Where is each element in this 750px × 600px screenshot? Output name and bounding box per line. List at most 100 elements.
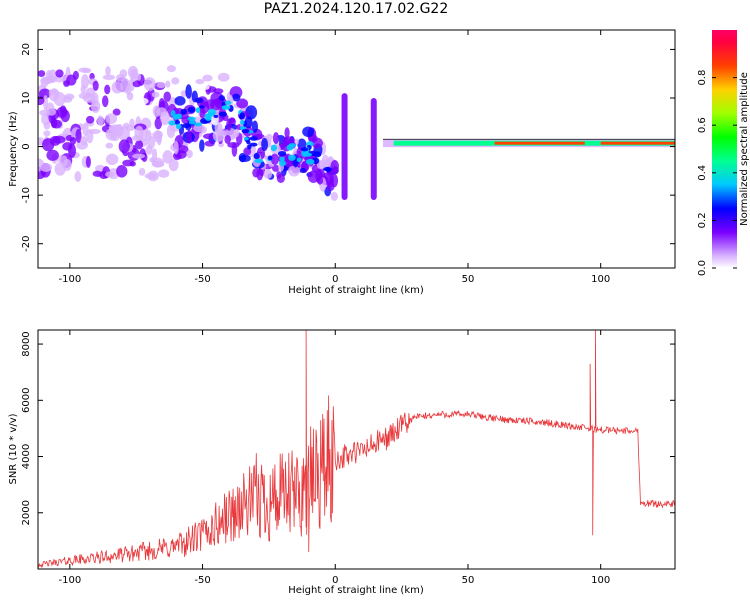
spectrogram-band-peak [494, 141, 585, 145]
spectrogram-blob [144, 172, 157, 179]
spectrogram-blob [251, 120, 259, 133]
spectrogram-core [182, 123, 191, 129]
spectrogram-core [300, 147, 309, 152]
spectrogram-core [173, 115, 178, 120]
snr-x-tick-label: -100 [58, 575, 81, 586]
spectrogram-blob [166, 124, 176, 139]
spectrogram-core [296, 157, 302, 163]
spectrogram-blob [85, 115, 95, 124]
spectrogram-core [218, 111, 227, 117]
spectrogram-plot-area [38, 30, 675, 268]
spectrogram-blob [104, 84, 111, 95]
spectrogram-blob [60, 109, 70, 123]
spectrogram-core [249, 142, 258, 147]
spectrogram-blob [213, 88, 224, 94]
spectrogram-core [224, 100, 232, 105]
spectrogram-blob [97, 115, 104, 126]
spectrogram-streak [341, 93, 348, 200]
snr-x-tick-label: 50 [462, 575, 475, 586]
spectrogram-blob [224, 134, 231, 144]
colorbar-tick-label: 0.0 [697, 260, 708, 276]
spectrogram-blob [217, 72, 230, 82]
spectrogram-blob [261, 137, 268, 152]
spectrogram-blob [299, 168, 307, 174]
spectrogram-blob [284, 127, 290, 139]
spectrogram-core [195, 107, 201, 114]
spectrogram-blob [330, 191, 338, 201]
snr-panel: -100 -50 0 50 100 2000 4000 6000 8000 Height of … [8, 329, 676, 596]
spectrogram-blob [231, 93, 241, 102]
spectrogram-blob [43, 130, 51, 137]
spectrogram-blob [90, 100, 101, 113]
spectrogram-blob [105, 142, 114, 149]
spectrogram-blob [39, 163, 53, 172]
spectrogram-band-peak [600, 141, 675, 145]
snr-x-tick-label: -50 [194, 575, 210, 586]
spectrogram-blob [162, 150, 173, 164]
spectrogram-frame [37, 29, 676, 269]
spectrogram-core [277, 150, 287, 157]
spectrogram-blob [105, 66, 111, 76]
spectrogram-blob [272, 132, 280, 144]
spectrogram-blob [151, 161, 165, 168]
spectrogram-blob [46, 149, 59, 161]
spectrogram-blob [171, 77, 180, 85]
spectrogram-blob [122, 159, 135, 167]
spectrogram-core [240, 125, 245, 131]
spectrogram-blob [143, 77, 156, 92]
spectrogram-blob [80, 135, 88, 146]
spectrogram-core [174, 119, 181, 125]
colorbar-tick-label: 0.4 [697, 165, 708, 181]
spectrogram-blob [153, 131, 163, 143]
spectrogram-blob [101, 95, 109, 108]
spectrogram-core [306, 158, 315, 165]
spectrogram-core [175, 123, 182, 130]
spectrogram-blob [111, 81, 123, 94]
spectrogram-blob [206, 99, 215, 111]
spectrogram-core [303, 152, 313, 157]
spectrogram-blob [116, 164, 128, 178]
spectrogram-core [267, 155, 273, 161]
snr-x-tick-label: 0 [332, 575, 338, 586]
spectrogram-blob [218, 95, 226, 102]
spectrogram-blob [78, 67, 90, 73]
spectrogram-blob [186, 129, 192, 144]
spectrogram-blob [204, 140, 215, 147]
spectrogram-blob [42, 95, 49, 111]
spectrogram-blob [43, 121, 51, 130]
spectrogram-blob [271, 164, 280, 172]
spectrogram-core [253, 152, 260, 160]
spectrogram-core [239, 112, 246, 120]
spectrogram-blob [302, 126, 315, 137]
spectrogram-blob [64, 93, 75, 100]
spectrogram-blob [130, 72, 137, 83]
spectrogram-blob [185, 84, 192, 99]
spectrogram-heatmap [38, 65, 675, 201]
snr-y-axis-label: SNR (10 * v/v) [8, 413, 19, 484]
spectrogram-blob [132, 80, 142, 88]
snr-ticks: -100 -50 0 50 100 2000 4000 6000 8000 [21, 330, 675, 586]
spectrogram-blob [105, 153, 119, 166]
spectrogram-blob [158, 169, 170, 178]
snr-series-line [38, 330, 675, 569]
spectrogram-blob [282, 136, 295, 145]
spectrogram-y-axis-label: Frequency (Hz) [8, 111, 19, 187]
spectrogram-blob [115, 124, 124, 137]
spectrogram-blob [195, 78, 205, 85]
spectrogram-x-tick-label: -100 [58, 274, 81, 285]
spectrogram-blob [137, 97, 149, 105]
snr-x-tick-label: 100 [591, 575, 610, 586]
spectrogram-blob [173, 140, 179, 155]
spectrogram-blob [85, 87, 96, 97]
spectrogram-blob [276, 171, 282, 179]
spectrogram-core [194, 122, 203, 127]
spectrogram-streak [370, 98, 377, 200]
spectrogram-blob [123, 122, 130, 129]
spectrogram-blob [212, 129, 225, 142]
spectrogram-blob [38, 88, 51, 99]
spectrogram-blob [146, 67, 155, 79]
spectrogram-blob [40, 76, 49, 88]
spectrogram-blob [154, 117, 163, 130]
colorbar-tick-label: 0.2 [697, 212, 708, 228]
